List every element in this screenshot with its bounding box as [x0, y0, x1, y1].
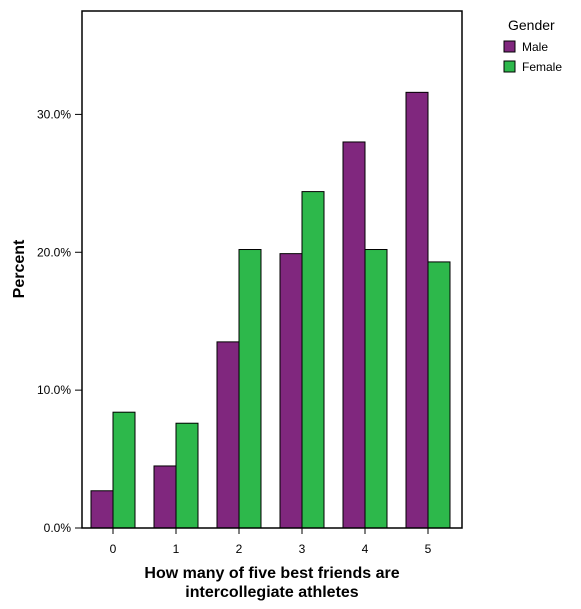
legend-title: Gender: [508, 17, 555, 33]
y-axis-title: Percent: [11, 239, 28, 298]
bar-female-5: [427, 261, 451, 529]
x-tick-label: 2: [236, 542, 243, 556]
legend-label-male: Male: [522, 40, 548, 54]
legend-swatch-male: [503, 40, 516, 53]
bar-male-4: [342, 141, 366, 529]
bars: [90, 91, 451, 529]
bar-male-1: [153, 465, 177, 529]
bar-female-4: [364, 249, 388, 529]
y-tick-label: 10.0%: [37, 383, 71, 397]
x-axis-ticks: 0 1 2 3 4 5: [110, 528, 432, 556]
plot-frame: [81, 10, 463, 529]
y-axis-ticks: 0.0% 10.0% 20.0% 30.0%: [37, 107, 82, 535]
x-tick-label: 0: [110, 542, 117, 556]
x-tick-label: 3: [299, 542, 306, 556]
bar-male-5: [405, 91, 429, 529]
bar-female-1: [175, 422, 199, 529]
bar-male-2: [216, 341, 240, 529]
legend: Gender Male Female: [503, 17, 562, 74]
bar-female-3: [301, 191, 325, 529]
x-axis-title-line-2: intercollegiate athletes: [185, 584, 358, 601]
legend-swatch-female: [503, 60, 516, 73]
x-tick-label: 1: [173, 542, 180, 556]
y-tick-label: 30.0%: [37, 107, 71, 121]
y-tick-label: 20.0%: [37, 245, 71, 259]
bar-male-3: [279, 253, 303, 529]
bar-female-0: [112, 411, 136, 529]
bar-male-0: [90, 490, 114, 529]
bar-female-2: [238, 249, 262, 529]
legend-label-female: Female: [522, 60, 562, 74]
x-tick-label: 4: [362, 542, 369, 556]
x-axis-title-line-1: How many of five best friends are: [144, 565, 399, 582]
x-tick-label: 5: [425, 542, 432, 556]
y-tick-label: 0.0%: [44, 521, 72, 535]
